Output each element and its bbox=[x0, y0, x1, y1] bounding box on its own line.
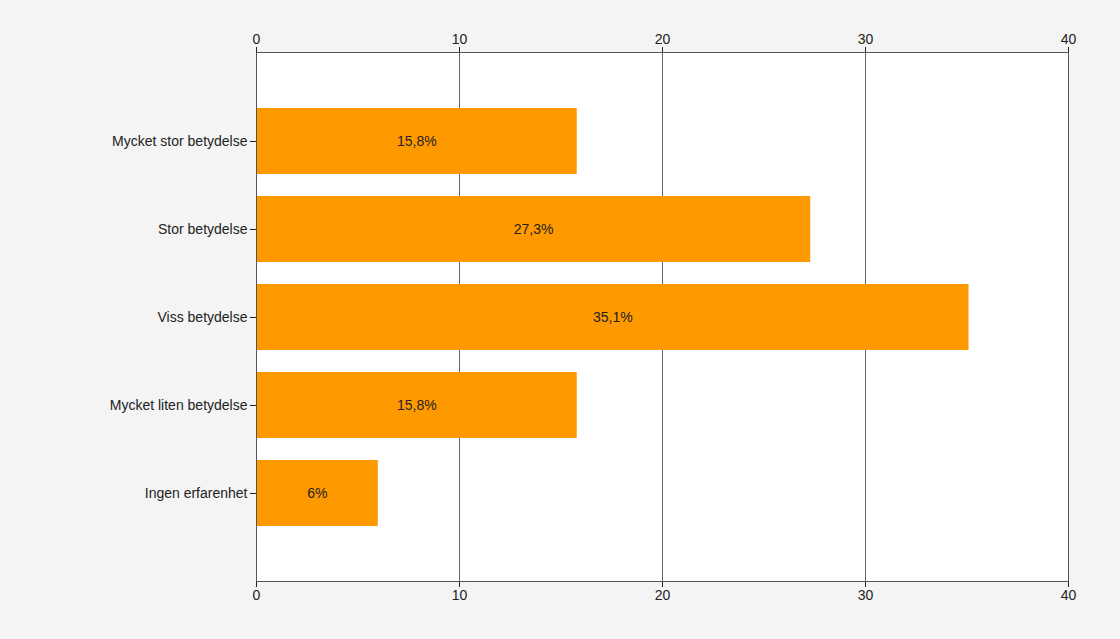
svg-text:Mycket stor betydelse: Mycket stor betydelse bbox=[112, 133, 248, 149]
svg-text:15,8%: 15,8% bbox=[397, 397, 437, 413]
svg-text:27,3%: 27,3% bbox=[514, 221, 554, 237]
svg-text:40: 40 bbox=[1061, 587, 1077, 603]
svg-text:20: 20 bbox=[655, 587, 671, 603]
svg-text:6%: 6% bbox=[307, 485, 327, 501]
svg-text:Ingen erfarenhet: Ingen erfarenhet bbox=[145, 485, 248, 501]
svg-text:15,8%: 15,8% bbox=[397, 133, 437, 149]
svg-text:10: 10 bbox=[452, 31, 468, 47]
svg-text:10: 10 bbox=[452, 587, 468, 603]
svg-text:0: 0 bbox=[253, 31, 261, 47]
svg-text:0: 0 bbox=[253, 587, 261, 603]
svg-text:Viss betydelse: Viss betydelse bbox=[157, 309, 247, 325]
svg-text:20: 20 bbox=[655, 31, 671, 47]
svg-text:35,1%: 35,1% bbox=[593, 309, 633, 325]
svg-text:40: 40 bbox=[1061, 31, 1077, 47]
svg-text:Stor betydelse: Stor betydelse bbox=[158, 221, 248, 237]
svg-text:30: 30 bbox=[858, 31, 874, 47]
svg-text:30: 30 bbox=[858, 587, 874, 603]
svg-text:Mycket liten betydelse: Mycket liten betydelse bbox=[110, 397, 248, 413]
